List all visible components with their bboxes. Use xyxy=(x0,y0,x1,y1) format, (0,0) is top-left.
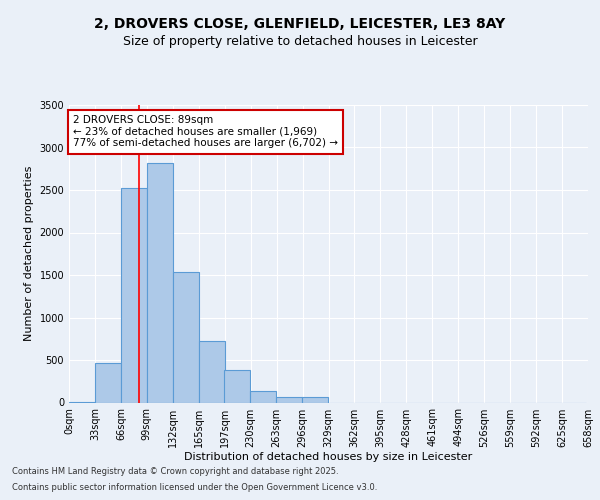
Text: Contains public sector information licensed under the Open Government Licence v3: Contains public sector information licen… xyxy=(12,484,377,492)
Bar xyxy=(302,398,328,402)
X-axis label: Distribution of detached houses by size in Leicester: Distribution of detached houses by size … xyxy=(184,452,473,462)
Text: Contains HM Land Registry data © Crown copyright and database right 2025.: Contains HM Land Registry data © Crown c… xyxy=(12,467,338,476)
Bar xyxy=(224,370,250,402)
Bar xyxy=(121,188,147,402)
Bar xyxy=(173,272,199,402)
Bar xyxy=(276,396,302,402)
Bar xyxy=(95,362,121,403)
Bar xyxy=(147,163,173,402)
Text: 2, DROVERS CLOSE, GLENFIELD, LEICESTER, LE3 8AY: 2, DROVERS CLOSE, GLENFIELD, LEICESTER, … xyxy=(94,18,506,32)
Bar xyxy=(250,392,276,402)
Text: Size of property relative to detached houses in Leicester: Size of property relative to detached ho… xyxy=(122,35,478,48)
Text: 2 DROVERS CLOSE: 89sqm
← 23% of detached houses are smaller (1,969)
77% of semi-: 2 DROVERS CLOSE: 89sqm ← 23% of detached… xyxy=(73,115,338,148)
Y-axis label: Number of detached properties: Number of detached properties xyxy=(24,166,34,342)
Bar xyxy=(199,342,224,402)
